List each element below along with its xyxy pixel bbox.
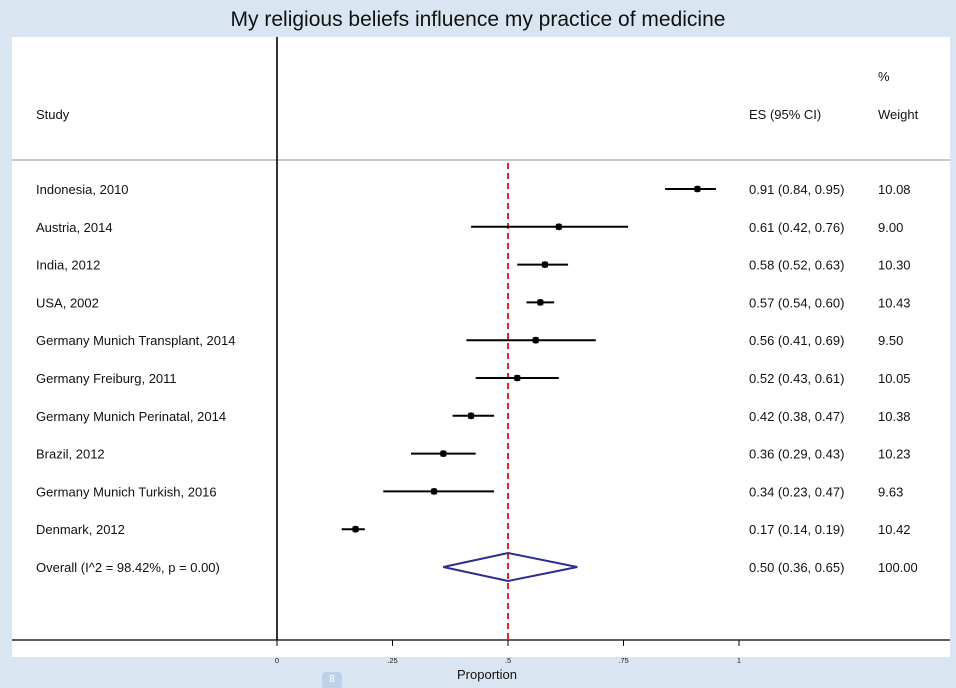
study-label: Germany Munich Turkish, 2016 [36,484,217,499]
x-axis-label: Proportion [457,667,517,682]
x-tick-label: .5 [505,656,511,665]
overall-row: Overall (I^2 = 98.42%, p = 0.00) 0.50 (0.… [36,551,918,583]
point-estimate [541,261,549,268]
study-label: Brazil, 2012 [36,447,105,462]
page-badge: 8 [322,672,342,688]
plot-background [12,37,950,657]
x-tick-label: 0 [275,656,279,665]
overall-es-text: 0.50 (0.36, 0.65) [749,560,844,575]
header-study: Study [36,107,70,122]
study-label: Austria, 2014 [36,220,113,235]
overall-label: Overall (I^2 = 98.42%, p = 0.00) [36,560,220,575]
point-estimate [439,450,447,457]
x-ticks: 0 .25 .5 .75 1 [275,640,741,665]
study-label: USA, 2002 [36,295,99,310]
study-row: Austria, 2014 0.61 (0.42, 0.76) 9.00 [36,220,903,235]
es-ci-text: 0.36 (0.29, 0.43) [749,447,844,462]
study-row: India, 2012 0.58 (0.52, 0.63) 10.30 [36,258,911,273]
study-row: Germany Freiburg, 2011 0.52 (0.43, 0.61) 1… [36,371,911,386]
es-ci-text: 0.57 (0.54, 0.60) [749,295,844,310]
overall-weight-text: 100.00 [878,560,918,575]
es-ci-text: 0.52 (0.43, 0.61) [749,371,844,386]
study-rows: Indonesia, 2010 0.91 (0.84, 0.95) 10.08 Aus… [36,182,911,537]
weight-text: 9.00 [878,220,903,235]
study-row: Germany Munich Turkish, 2016 0.34 (0.23, … [36,484,903,499]
point-estimate [513,374,521,382]
study-label: Indonesia, 2010 [36,182,129,197]
es-ci-text: 0.58 (0.52, 0.63) [749,258,844,273]
es-ci-text: 0.56 (0.41, 0.69) [749,333,844,348]
study-label: India, 2012 [36,258,100,273]
es-ci-text: 0.91 (0.84, 0.95) [749,182,844,197]
weight-text: 10.30 [878,258,911,273]
es-ci-text: 0.17 (0.14, 0.19) [749,522,844,537]
study-row: Brazil, 2012 0.36 (0.29, 0.43) 10.23 [36,447,911,462]
es-ci-text: 0.61 (0.42, 0.76) [749,220,844,235]
x-tick-label: .25 [387,656,397,665]
point-estimate [532,336,540,344]
es-ci-text: 0.34 (0.23, 0.47) [749,484,844,499]
point-estimate [467,412,475,420]
study-row: USA, 2002 0.57 (0.54, 0.60) 10.43 [36,295,911,310]
x-tick-label: 1 [737,656,741,665]
es-ci-text: 0.42 (0.38, 0.47) [749,409,844,424]
study-row: Germany Munich Perinatal, 2014 0.42 (0.38… [36,409,911,424]
point-estimate [352,525,359,533]
study-label: Germany Munich Perinatal, 2014 [36,409,226,424]
weight-text: 10.43 [878,295,911,310]
x-tick-label: .75 [618,656,628,665]
study-label: Germany Freiburg, 2011 [36,371,177,386]
weight-text: 10.38 [878,409,911,424]
weight-text: 10.08 [878,182,911,197]
weight-text: 10.23 [878,447,911,462]
point-estimate [536,299,544,306]
weight-text: 9.50 [878,333,903,348]
weight-text: 10.05 [878,371,911,386]
header-weight-top: % [878,69,890,84]
chart-title: My religious beliefs influence my practi… [230,8,726,31]
study-row: Indonesia, 2010 0.91 (0.84, 0.95) 10.08 [36,182,911,197]
point-estimate [694,185,701,193]
study-label: Denmark, 2012 [36,522,125,537]
study-row: Germany Munich Transplant, 2014 0.56 (0.4… [36,333,903,348]
point-estimate [430,488,438,495]
weight-text: 9.63 [878,484,903,499]
header-es: ES (95% CI) [749,107,821,122]
study-label: Germany Munich Transplant, 2014 [36,333,235,348]
study-row: Denmark, 2012 0.17 (0.14, 0.19) 10.42 [36,522,911,537]
header-weight-bottom: Weight [878,107,919,122]
overall-diamond [443,551,578,583]
weight-text: 10.42 [878,522,911,537]
point-estimate [555,223,563,231]
